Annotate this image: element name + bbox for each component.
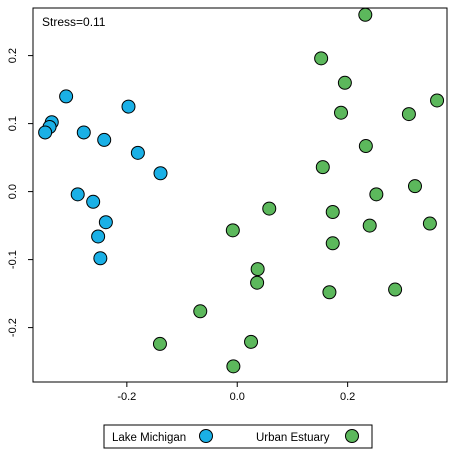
point-urban-estuary	[250, 262, 265, 277]
point-urban-estuary	[193, 304, 208, 319]
point-lake-michigan	[70, 187, 85, 202]
point-urban-estuary	[325, 205, 340, 219]
point-urban-estuary	[325, 236, 340, 251]
legend-label-urban-estuary: Urban Estuary	[256, 432, 330, 444]
point-urban-estuary	[362, 218, 377, 233]
point-urban-estuary	[401, 107, 416, 122]
point-lake-michigan	[76, 125, 91, 140]
y-tick-label: -0.1	[7, 250, 19, 269]
point-urban-estuary	[334, 105, 349, 120]
point-urban-estuary	[262, 201, 277, 216]
point-urban-estuary	[369, 187, 384, 202]
x-tick-label: 0.0	[230, 391, 245, 403]
legend-marker-urban-estuary	[345, 429, 359, 443]
stress-annotation: Stress=0.11	[42, 15, 106, 29]
y-tick-label: 0.0	[7, 184, 19, 199]
point-urban-estuary	[226, 359, 241, 374]
point-lake-michigan	[130, 145, 145, 160]
point-urban-estuary	[422, 216, 437, 231]
data-points	[38, 7, 445, 374]
point-lake-michigan	[38, 125, 53, 140]
point-urban-estuary	[152, 336, 167, 351]
y-tick-label: 0.2	[7, 48, 19, 63]
point-urban-estuary	[407, 179, 422, 194]
y-tick-label: -0.2	[7, 318, 19, 337]
point-urban-estuary	[358, 139, 373, 154]
point-lake-michigan	[91, 229, 106, 244]
point-lake-michigan	[93, 251, 108, 266]
point-urban-estuary	[337, 75, 352, 90]
point-urban-estuary	[250, 275, 265, 290]
point-urban-estuary	[314, 51, 329, 66]
point-urban-estuary	[388, 282, 403, 297]
y-tick-label: 0.1	[7, 116, 19, 131]
point-urban-estuary	[322, 285, 337, 300]
point-urban-estuary	[244, 334, 259, 349]
point-lake-michigan	[59, 89, 74, 104]
axes: -0.2 0.0 0.2 -0.2 -0.1 0.0 0.1 0.2	[7, 48, 355, 403]
legend-label-lake-michigan: Lake Michigan	[112, 432, 186, 444]
point-lake-michigan	[86, 194, 101, 209]
point-lake-michigan	[97, 132, 112, 147]
point-urban-estuary	[358, 7, 373, 22]
point-lake-michigan	[98, 215, 113, 230]
x-tick-label: 0.2	[340, 391, 355, 403]
plot-frame	[32, 7, 448, 383]
point-urban-estuary	[315, 160, 330, 175]
x-tick-label: -0.2	[117, 391, 136, 403]
point-urban-estuary	[225, 223, 240, 238]
legend-marker-lake-michigan	[199, 429, 213, 443]
legend-box	[103, 424, 373, 449]
point-lake-michigan	[121, 99, 136, 114]
point-urban-estuary	[430, 93, 445, 108]
point-lake-michigan	[153, 166, 168, 181]
